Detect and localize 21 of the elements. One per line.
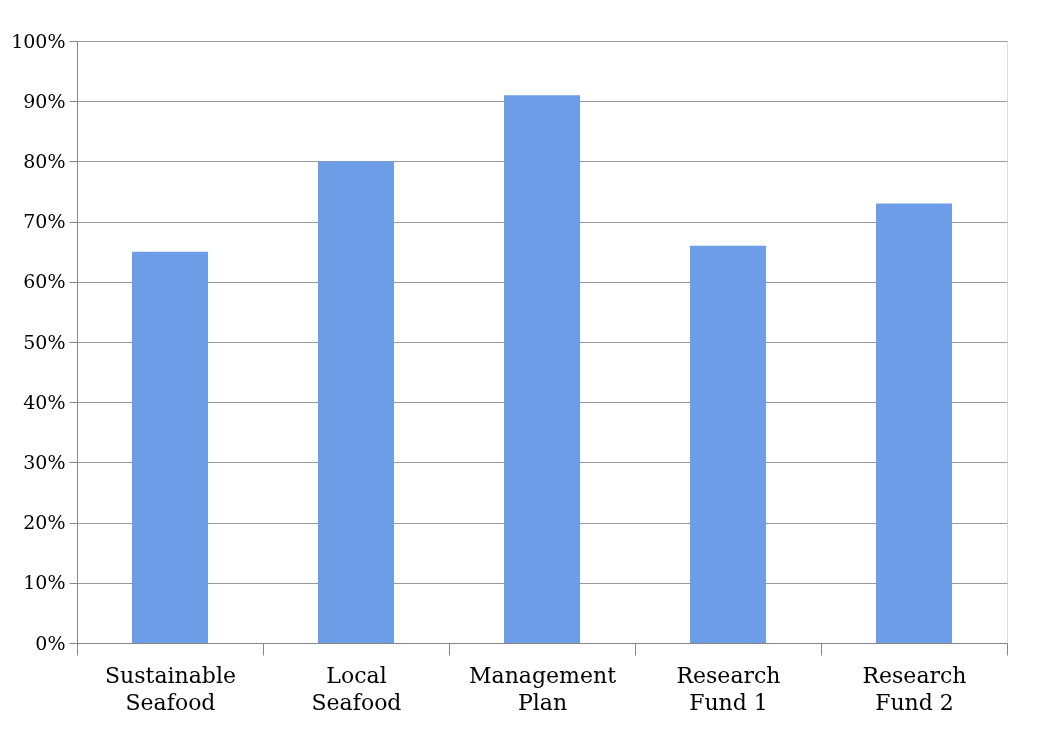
bar	[876, 203, 952, 643]
x-tick-label: Management Plan	[469, 662, 617, 715]
x-tick-label: Sustainable Seafood	[105, 662, 236, 715]
bar	[132, 251, 208, 643]
bar	[504, 95, 580, 643]
x-tick-label: Research Fund 1	[676, 662, 781, 715]
y-tick-label: 80%	[23, 149, 66, 172]
y-tick-label: 70%	[23, 210, 66, 233]
y-tick-label: 10%	[23, 571, 66, 594]
bar	[318, 161, 394, 643]
y-tick-label: 20%	[23, 511, 66, 534]
x-tick-label: Local Seafood	[311, 662, 402, 715]
y-tick-label: 90%	[23, 89, 66, 112]
y-tick-label: 0%	[35, 631, 66, 654]
y-tick-label: 60%	[23, 270, 66, 293]
bar	[690, 245, 766, 643]
y-tick-label: 30%	[23, 450, 66, 473]
x-tick-label: Research Fund 2	[862, 662, 967, 715]
y-tick-label: 50%	[23, 330, 66, 353]
y-tick-label: 100%	[11, 29, 66, 52]
y-tick-label: 40%	[23, 390, 66, 413]
